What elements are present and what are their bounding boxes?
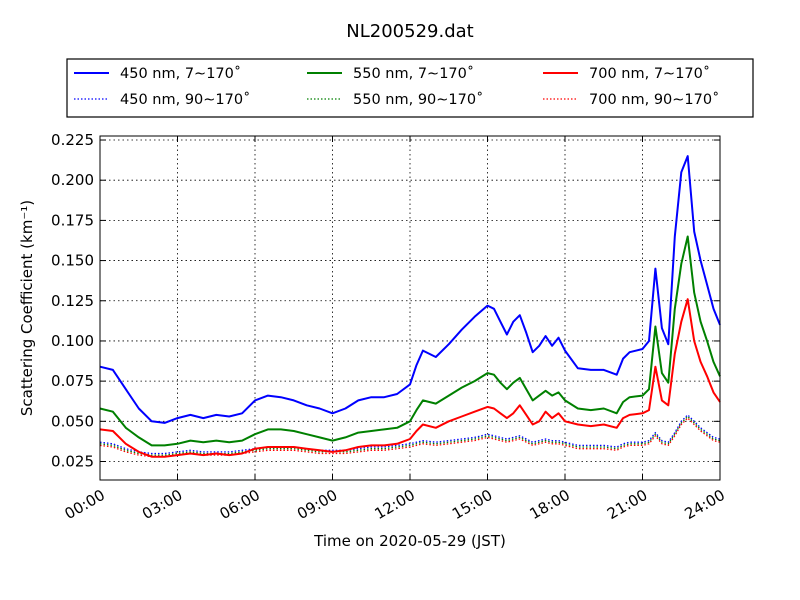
chart-title: NL200529.dat (346, 21, 473, 42)
legend-label-1: 450 nm, 90∼170˚ (120, 91, 250, 108)
legend: 450 nm, 7∼170˚ 450 nm, 90∼170˚ 550 nm, 7∼1… (66, 58, 754, 118)
series-line-2 (99, 235, 721, 447)
x-axis-label: Time on 2020-05-29 (JST) (313, 532, 506, 550)
legend-label-5: 700 nm, 90∼170˚ (589, 91, 719, 108)
y-tick-label: 0.125 (51, 292, 94, 310)
y-axis-label: Scattering Coefficient (km⁻¹) (18, 200, 36, 416)
y-tick-label: 0.025 (51, 453, 94, 471)
legend-label-2: 550 nm, 7∼170˚ (353, 65, 474, 82)
y-tick-label: 0.200 (51, 171, 94, 189)
legend-box (66, 58, 754, 118)
x-tick-label: 15:00 (449, 486, 495, 523)
axis-ticks: 00:00 03:00 06:00 09:00 12:00 15:00 18:00 21:00… (51, 131, 728, 523)
x-tick-label: 24:00 (682, 486, 728, 523)
legend-label-0: 450 nm, 7∼170˚ (120, 65, 241, 82)
series-layer (99, 155, 721, 458)
x-tick-label: 18:00 (527, 486, 573, 523)
y-tick-label: 0.100 (51, 332, 94, 350)
x-tick-label: 12:00 (372, 486, 418, 523)
y-tick-label: 0.150 (51, 252, 94, 270)
y-tick-label: 0.050 (51, 412, 94, 430)
y-tick-label: 0.075 (51, 372, 94, 390)
x-tick-label: 06:00 (217, 486, 263, 523)
series-line-0 (99, 155, 721, 424)
series-line-1 (99, 414, 721, 455)
x-tick-label: 21:00 (604, 486, 650, 523)
series-line-4 (99, 298, 721, 458)
legend-label-4: 700 nm, 7∼170˚ (589, 65, 710, 82)
y-tick-label: 0.225 (51, 131, 94, 149)
x-tick-label: 00:00 (62, 486, 108, 523)
x-tick-label: 03:00 (139, 486, 185, 523)
series-line-5 (99, 417, 721, 458)
grid (100, 136, 720, 480)
y-tick-label: 0.175 (51, 211, 94, 229)
series-line-3 (99, 415, 721, 456)
legend-label-3: 550 nm, 90∼170˚ (353, 91, 483, 108)
x-tick-label: 09:00 (294, 486, 340, 523)
